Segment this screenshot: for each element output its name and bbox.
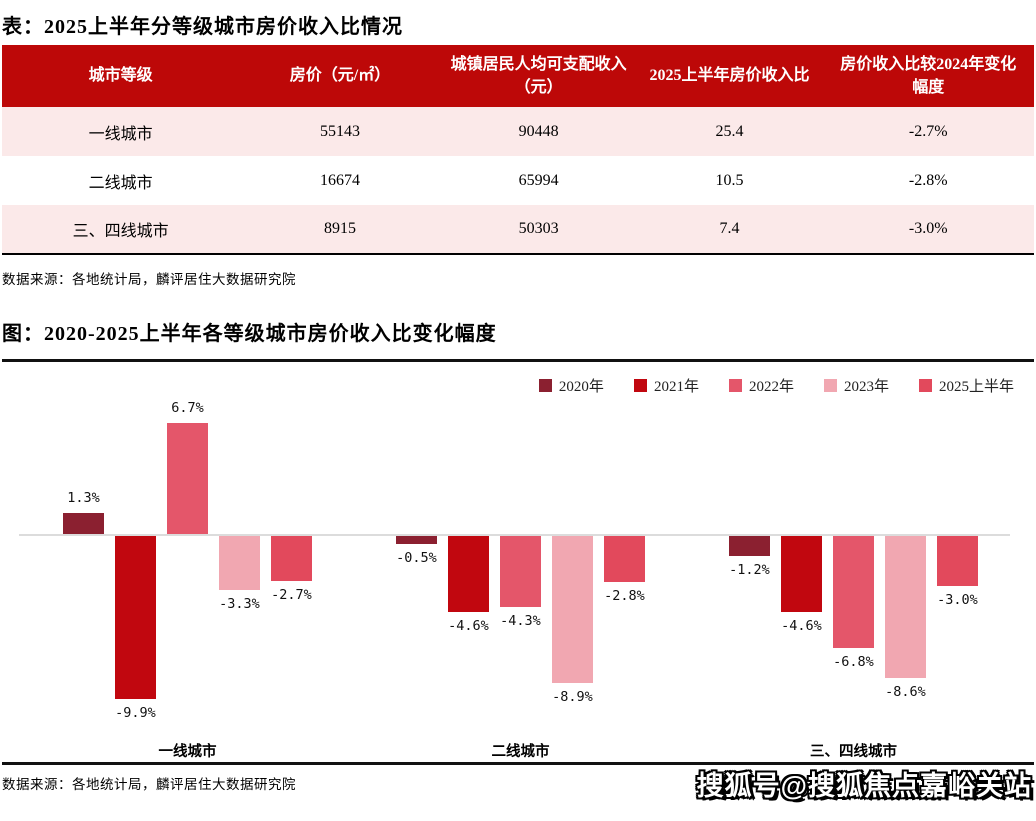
legend-label: 2020年	[558, 379, 604, 395]
cell-price: 16674	[319, 171, 360, 189]
bar-chart: 2020年 2021年 2022年 2023年 2025上半年 1.3% -0.5% -1.…	[2, 362, 1034, 762]
bar-value-label: 1.3%	[67, 489, 100, 506]
table-title: 表：2025上半年分等级城市房价收入比情况	[2, 16, 403, 38]
column-header-tier: 城市等级	[88, 67, 153, 85]
bar-2022年-一线城市	[167, 423, 208, 534]
report-page: 表：2025上半年分等级城市房价收入比情况 城市等级 房价（元/㎡） 城镇居民人…	[2, 16, 1034, 803]
bar-value-label: -4.6%	[781, 617, 822, 634]
bar-value-label: -1.2%	[729, 561, 770, 578]
table-source: 数据来源：各地统计局，麟评居住大数据研究院	[2, 272, 296, 287]
chart-source: 数据来源：各地统计局，麟评居住大数据研究院	[2, 777, 296, 792]
divider-bottom	[2, 762, 1034, 765]
cell-ratio: 25.4	[715, 122, 744, 140]
cell-income: 90448	[518, 122, 559, 140]
bar-2023年-三、四线城市	[885, 536, 926, 678]
table-row: 二线城市 16674 65994 10.5 -2.8%	[2, 156, 1034, 205]
legend-item: 2021年	[633, 375, 699, 396]
bar-2021年-三、四线城市	[781, 536, 822, 612]
bar-2025上半年-一线城市	[271, 536, 312, 581]
divider-top	[2, 359, 1034, 362]
legend-swatch-icon	[918, 379, 932, 392]
bar-2022年-三、四线城市	[833, 536, 874, 649]
chart-legend: 2020年 2021年 2022年 2023年 2025上半年	[538, 375, 1014, 396]
bar-value-label: -4.3%	[500, 612, 541, 629]
cell-income: 65994	[518, 171, 559, 189]
legend-label: 2021年	[653, 379, 699, 395]
chart-title: 图：2020-2025上半年各等级城市房价收入比变化幅度	[2, 323, 497, 345]
legend-label: 2025上半年	[938, 379, 1014, 395]
bar-2025上半年-二线城市	[604, 536, 645, 583]
bar-2023年-一线城市	[219, 536, 260, 591]
column-header-price: 房价（元/㎡）	[289, 67, 391, 85]
legend-label: 2022年	[748, 379, 794, 395]
table-header-row: 城市等级 房价（元/㎡） 城镇居民人均可支配收入（元） 2025上半年房价收入比…	[2, 45, 1034, 107]
legend-swatch-icon	[728, 379, 742, 392]
cell-tier: 三、四线城市	[72, 223, 169, 240]
category-label: 三、四线城市	[810, 744, 897, 760]
bar-2020年-二线城市	[396, 536, 437, 545]
bar-value-label: -2.8%	[604, 588, 645, 605]
bar-value-label: 6.7%	[171, 400, 204, 417]
price-income-table: 城市等级 房价（元/㎡） 城镇居民人均可支配收入（元） 2025上半年房价收入比…	[2, 45, 1034, 255]
cell-change: -3.0%	[908, 220, 948, 237]
legend-swatch-icon	[633, 379, 647, 392]
bar-2020年-三、四线城市	[729, 536, 770, 556]
bar-value-label: -2.7%	[271, 586, 312, 603]
cell-tier: 一线城市	[88, 125, 153, 143]
column-header-change: 房价收入比较2024年变化幅度	[840, 55, 1017, 96]
legend-swatch-icon	[538, 379, 552, 392]
legend-item: 2022年	[728, 375, 794, 396]
category-label: 二线城市	[491, 744, 550, 760]
cell-ratio: 10.5	[715, 171, 744, 189]
bar-value-label: -4.6%	[448, 617, 489, 634]
table-header: 城市等级 房价（元/㎡） 城镇居民人均可支配收入（元） 2025上半年房价收入比…	[2, 45, 1034, 107]
table-row: 一线城市 55143 90448 25.4 -2.7%	[2, 107, 1034, 156]
column-header-income: 城镇居民人均可支配收入（元）	[450, 55, 627, 96]
cell-income: 50303	[518, 220, 559, 237]
cell-change: -2.7%	[908, 122, 948, 140]
bar-value-label: -6.8%	[833, 654, 874, 671]
table-row: 三、四线城市 8915 50303 7.4 -3.0%	[2, 205, 1034, 254]
bar-value-label: -8.6%	[885, 683, 926, 700]
legend-swatch-icon	[823, 379, 837, 392]
column-header-ratio: 2025上半年房价收入比	[649, 67, 810, 85]
bar-value-label: -3.3%	[219, 596, 260, 613]
footer: 数据来源：各地统计局，麟评居住大数据研究院 搜狐号@搜狐焦点嘉峪关站	[2, 770, 1034, 803]
bar-2023年-二线城市	[552, 536, 593, 683]
cell-change: -2.8%	[908, 171, 948, 189]
cell-price: 8915	[323, 220, 356, 237]
bar-2020年-一线城市	[63, 512, 104, 534]
watermark: 搜狐号@搜狐焦点嘉峪关站	[696, 771, 1032, 801]
bar-2021年-一线城市	[115, 536, 156, 700]
bar-2021年-二线城市	[448, 536, 489, 612]
bar-2022年-二线城市	[500, 536, 541, 607]
cell-ratio: 7.4	[719, 220, 740, 237]
bar-value-label: -0.5%	[396, 550, 437, 567]
cell-price: 55143	[319, 122, 360, 140]
category-label: 一线城市	[158, 744, 217, 760]
legend-label: 2023年	[843, 379, 889, 395]
cell-tier: 二线城市	[88, 174, 153, 192]
legend-item: 2020年	[538, 375, 604, 396]
axis-zero-line	[19, 534, 1010, 536]
bar-2025上半年-三、四线城市	[937, 536, 978, 586]
bar-value-label: -3.0%	[937, 591, 978, 608]
legend-item: 2023年	[823, 375, 889, 396]
bar-value-label: -8.9%	[552, 688, 593, 705]
bar-value-label: -9.9%	[115, 705, 156, 722]
legend-item: 2025上半年	[918, 375, 1014, 396]
